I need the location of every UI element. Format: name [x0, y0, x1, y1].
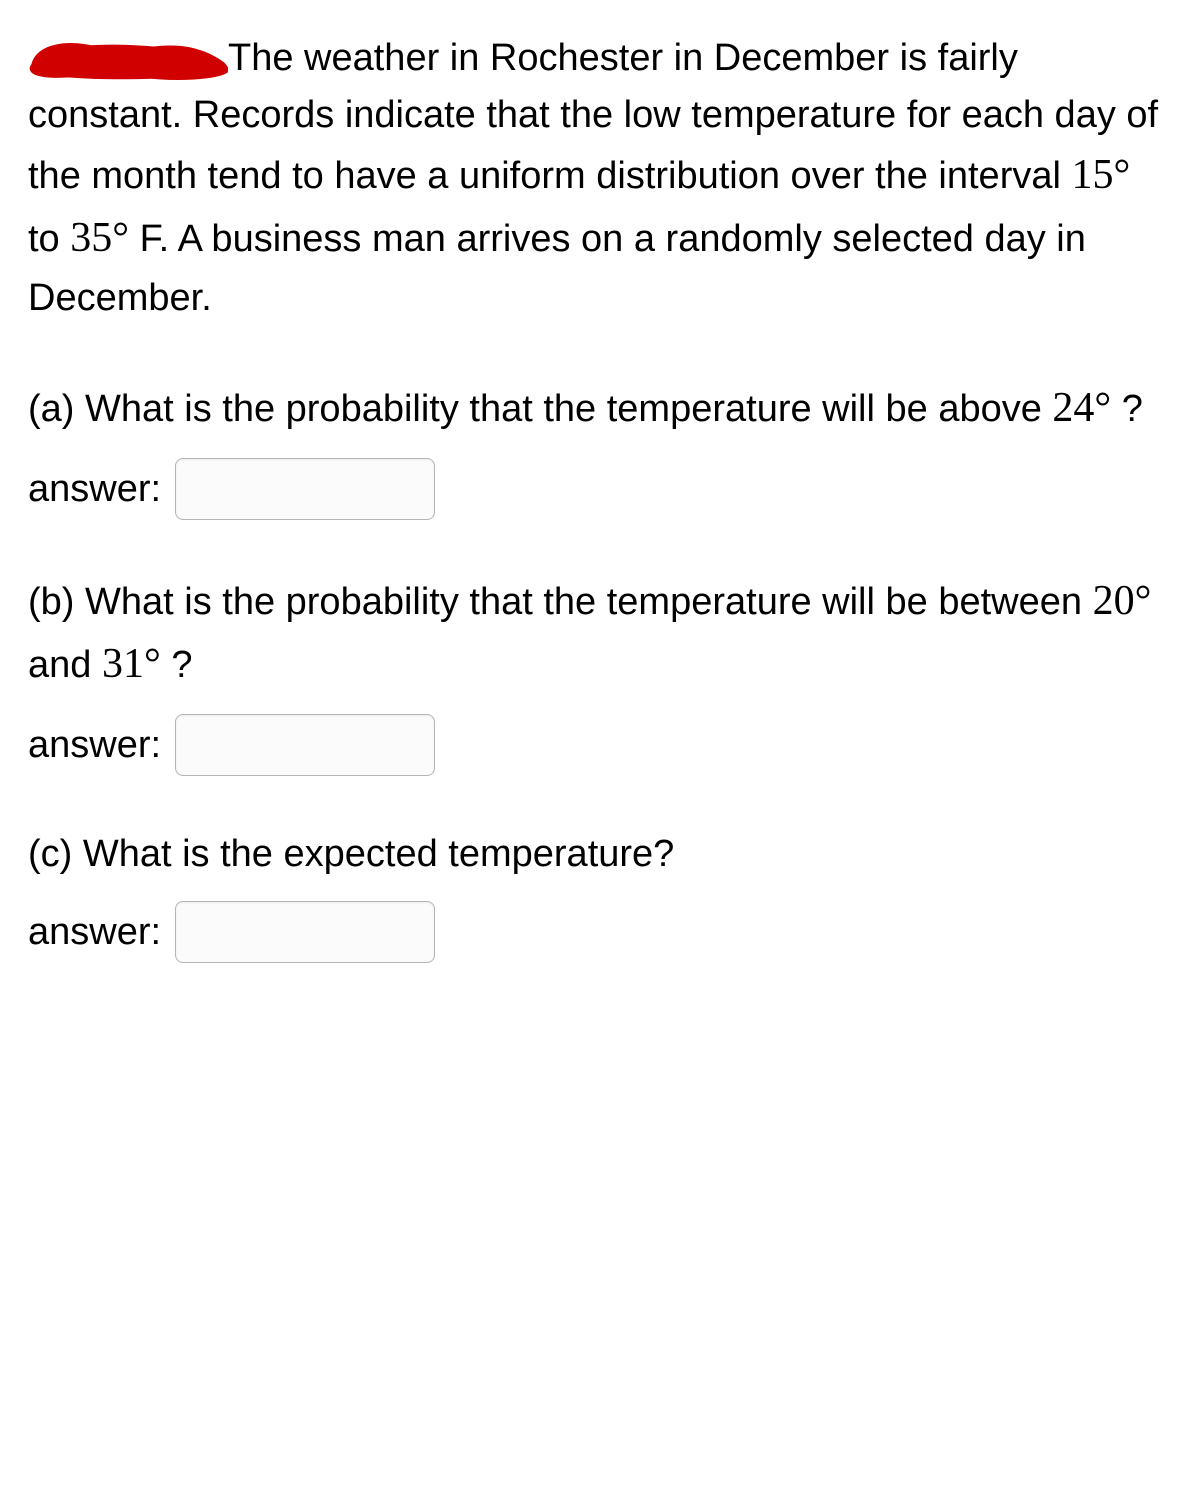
question-b-sep: and — [28, 644, 102, 686]
answer-label-a: answer: — [28, 461, 161, 518]
question-c-label: (c) — [28, 833, 72, 875]
question-a-after: ? — [1111, 388, 1143, 430]
question-a-text: (a) What is the probability that the tem… — [28, 377, 1160, 440]
question-b: (b) What is the probability that the tem… — [28, 570, 1160, 776]
interval-unit: F. — [129, 218, 178, 260]
question-a-label: (a) — [28, 388, 74, 430]
interval-high: 35° — [70, 215, 129, 261]
question-b-before: What is the probability that the tempera… — [74, 581, 1092, 623]
answer-row-a: answer: — [28, 458, 1160, 520]
answer-input-a[interactable] — [175, 458, 435, 520]
interval-sep: to — [28, 218, 70, 260]
answer-label-c: answer: — [28, 904, 161, 961]
question-b-value2: 31° — [102, 641, 161, 687]
answer-row-c: answer: — [28, 901, 1160, 963]
question-b-after: ? — [161, 644, 193, 686]
question-b-label: (b) — [28, 581, 74, 623]
question-a-before: What is the probability that the tempera… — [74, 388, 1052, 430]
intro-text-tail: A business man arrives on a randomly sel… — [28, 218, 1086, 319]
interval-low: 15° — [1071, 152, 1130, 198]
question-c-body: What is the expected temperature? — [72, 833, 674, 875]
question-c: (c) What is the expected temperature? an… — [28, 826, 1160, 963]
answer-label-b: answer: — [28, 717, 161, 774]
question-b-text: (b) What is the probability that the tem… — [28, 570, 1160, 696]
question-c-text: (c) What is the expected temperature? — [28, 826, 1160, 883]
intro-paragraph: The weather in Rochester in December is … — [28, 30, 1160, 327]
question-a-value: 24° — [1052, 385, 1111, 431]
answer-input-c[interactable] — [175, 901, 435, 963]
question-b-value1: 20° — [1093, 578, 1152, 624]
question-a: (a) What is the probability that the tem… — [28, 377, 1160, 520]
answer-row-b: answer: — [28, 714, 1160, 776]
answer-input-b[interactable] — [175, 714, 435, 776]
redaction-scribble — [28, 36, 228, 84]
